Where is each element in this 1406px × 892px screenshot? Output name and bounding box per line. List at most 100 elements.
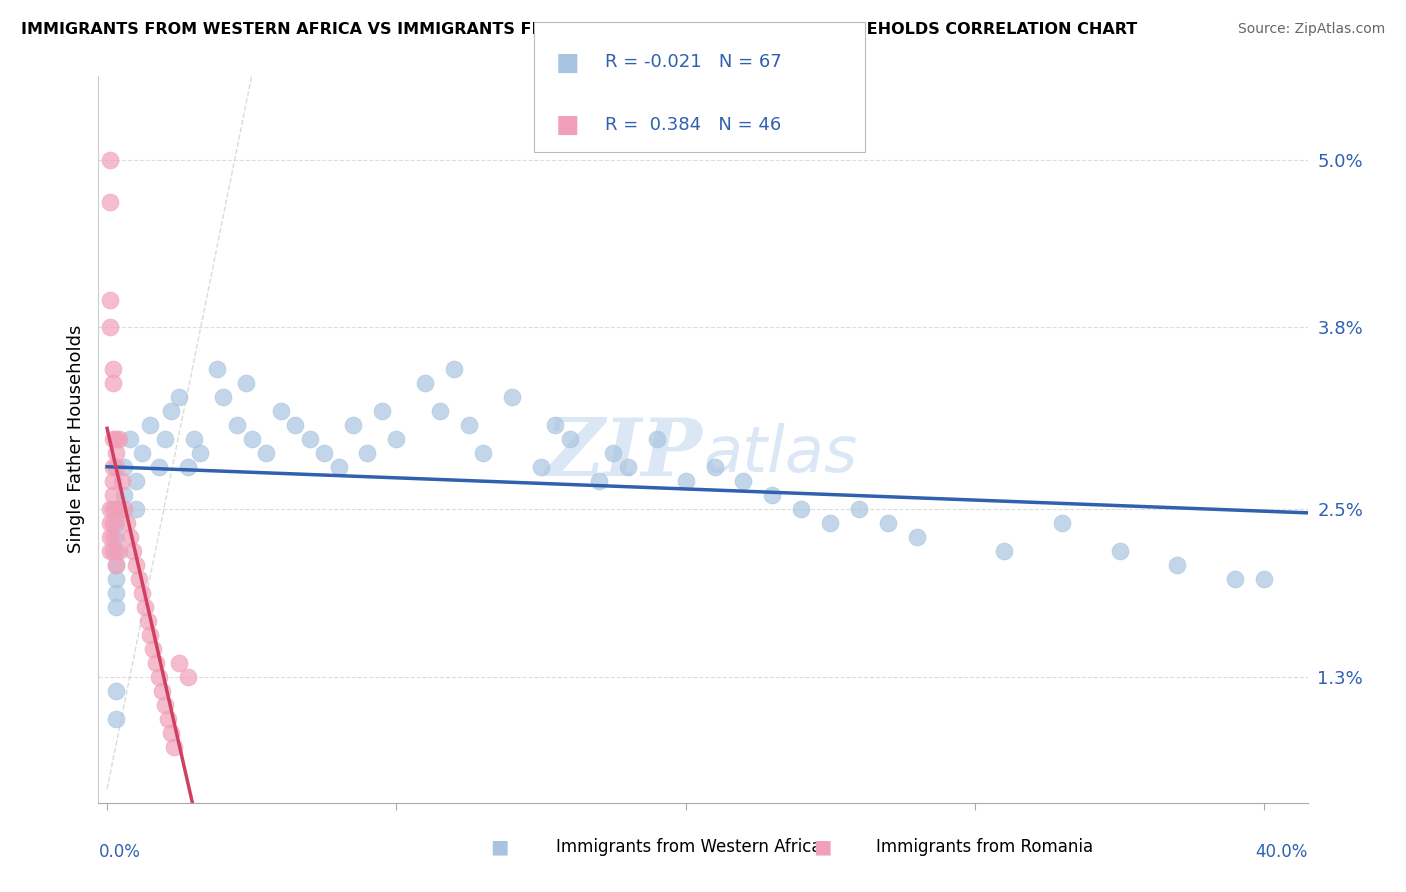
Point <box>101 460 124 475</box>
Point <box>101 376 124 391</box>
Point <box>104 433 127 447</box>
Point <box>104 530 127 544</box>
Point <box>169 656 191 670</box>
Point <box>342 418 364 433</box>
Point <box>125 558 148 573</box>
Point <box>153 698 176 712</box>
Point <box>98 320 121 334</box>
Text: R =  0.384   N = 46: R = 0.384 N = 46 <box>605 116 780 134</box>
Point <box>457 418 479 433</box>
Point <box>472 446 495 460</box>
Point <box>98 516 121 531</box>
Point <box>131 446 153 460</box>
Point <box>125 502 148 516</box>
Point <box>104 684 127 698</box>
Point <box>139 628 162 642</box>
Point <box>159 726 181 740</box>
Point <box>148 460 170 475</box>
Point <box>114 460 136 475</box>
Point <box>104 502 127 516</box>
Text: R = -0.021   N = 67: R = -0.021 N = 67 <box>605 54 782 71</box>
Point <box>159 404 181 418</box>
Point <box>790 502 813 516</box>
Point <box>101 516 124 531</box>
Point <box>1108 544 1130 558</box>
Point <box>104 712 127 726</box>
Point <box>177 460 200 475</box>
Point <box>177 670 200 684</box>
Point <box>98 530 121 544</box>
Text: 0.0%: 0.0% <box>98 843 141 861</box>
Text: 40.0%: 40.0% <box>1256 843 1308 861</box>
Point <box>298 433 321 447</box>
Text: ■: ■ <box>555 113 579 136</box>
Point <box>1225 572 1247 586</box>
Point <box>107 544 129 558</box>
Point <box>104 558 127 573</box>
Text: Immigrants from Romania: Immigrants from Romania <box>876 838 1092 856</box>
Point <box>270 404 292 418</box>
Point <box>98 194 121 209</box>
Point <box>733 475 755 489</box>
Point <box>429 404 451 418</box>
Point <box>226 418 249 433</box>
Point <box>284 418 307 433</box>
Point <box>530 460 553 475</box>
Point <box>131 586 153 600</box>
Point <box>356 446 378 460</box>
Point <box>110 475 132 489</box>
Point <box>1050 516 1073 531</box>
Point <box>211 390 233 404</box>
Point <box>98 153 121 167</box>
Text: ■: ■ <box>489 838 509 857</box>
Point <box>139 418 162 433</box>
Text: IMMIGRANTS FROM WESTERN AFRICA VS IMMIGRANTS FROM ROMANIA SINGLE FATHER HOUSEHOL: IMMIGRANTS FROM WESTERN AFRICA VS IMMIGR… <box>21 22 1137 37</box>
Point <box>98 544 121 558</box>
Point <box>501 390 523 404</box>
Point <box>877 516 900 531</box>
Point <box>104 558 127 573</box>
Point <box>645 433 668 447</box>
Point <box>104 446 127 460</box>
Text: Source: ZipAtlas.com: Source: ZipAtlas.com <box>1237 22 1385 37</box>
Text: Immigrants from Western Africa: Immigrants from Western Africa <box>557 838 821 856</box>
Point <box>588 475 610 489</box>
Point <box>602 446 624 460</box>
Point <box>136 614 159 628</box>
Point <box>205 362 228 376</box>
Point <box>104 586 127 600</box>
Point <box>385 433 408 447</box>
Point <box>558 433 581 447</box>
Point <box>145 656 167 670</box>
Point <box>117 516 139 531</box>
Point <box>820 516 842 531</box>
Point <box>120 530 142 544</box>
Point <box>703 460 725 475</box>
Point <box>905 530 928 544</box>
Point <box>101 530 124 544</box>
Point <box>104 516 127 531</box>
Point <box>675 475 697 489</box>
Point <box>328 460 350 475</box>
Point <box>1253 572 1275 586</box>
Point <box>134 600 156 615</box>
Point <box>101 433 124 447</box>
Point <box>544 418 567 433</box>
Point <box>761 488 783 502</box>
Point <box>122 544 145 558</box>
Point <box>101 475 124 489</box>
Point <box>617 460 640 475</box>
Point <box>104 460 127 475</box>
Point <box>183 433 205 447</box>
Point <box>169 390 191 404</box>
Y-axis label: Single Father Households: Single Father Households <box>66 325 84 554</box>
Point <box>848 502 870 516</box>
Point <box>188 446 211 460</box>
Point <box>443 362 465 376</box>
Point <box>156 712 179 726</box>
Point <box>1166 558 1188 573</box>
Point <box>150 684 173 698</box>
Point <box>142 642 165 657</box>
Point <box>101 544 124 558</box>
Point <box>98 502 121 516</box>
